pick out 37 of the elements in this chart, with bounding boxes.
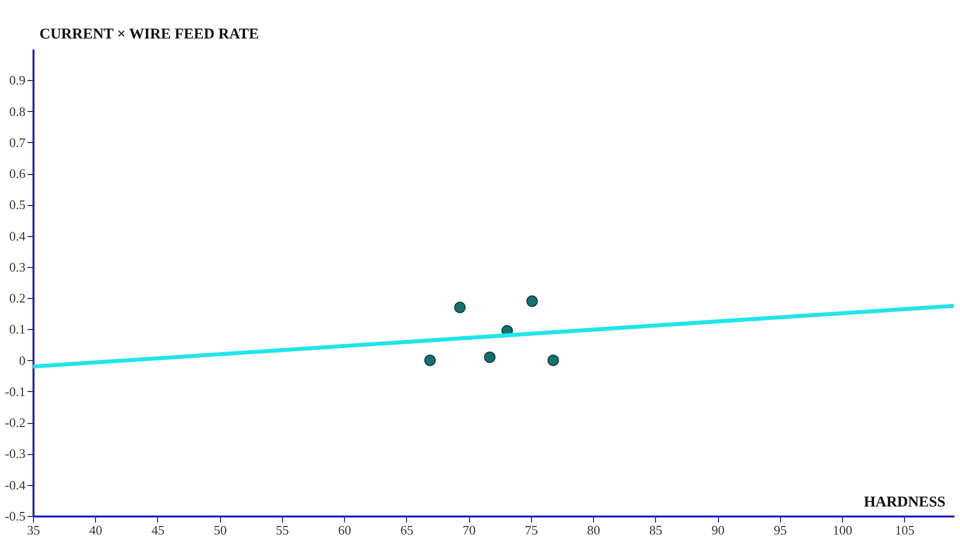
- x-tick-label: 70: [462, 522, 476, 538]
- y-tick-label: 0.8: [9, 104, 26, 119]
- x-tick-label: 60: [338, 522, 352, 538]
- y-tick-label: 0.3: [9, 259, 26, 274]
- y-tick-label: 0.7: [9, 134, 26, 150]
- x-tick-label: 105: [894, 522, 914, 538]
- x-tick-label: 40: [89, 522, 102, 538]
- y-tick-label: -0.2: [4, 415, 26, 430]
- x-tick-label: 90: [712, 522, 725, 538]
- point: [454, 302, 466, 314]
- point: [526, 295, 538, 307]
- x-tick-label: 55: [276, 522, 289, 538]
- point: [424, 354, 436, 366]
- point: [484, 351, 496, 363]
- y-tick-label: 0.5: [9, 197, 26, 212]
- x-tick-label: 85: [649, 522, 662, 538]
- y-tick-label: 0: [19, 352, 26, 368]
- y-tick-label: -0.4: [4, 477, 26, 492]
- x-tick-label: 100: [832, 522, 852, 538]
- y-tick-label: 0.2: [9, 290, 26, 306]
- x-tick-label: 95: [774, 522, 787, 538]
- x-tick-label: 45: [151, 522, 164, 538]
- x-tick-label: 50: [214, 522, 227, 538]
- point: [547, 354, 559, 366]
- x-axis-title: HARDNESS: [864, 494, 946, 510]
- y-tick-label: -0.1: [4, 384, 26, 399]
- y-tick-label: 0.9: [9, 72, 26, 88]
- x-tick-label: 65: [400, 522, 414, 538]
- y-tick-label: 0.4: [9, 228, 26, 244]
- y-tick-label: 0.6: [9, 166, 26, 182]
- y-tick-label: 0.1: [9, 322, 26, 337]
- x-tick-label: 35: [27, 522, 40, 538]
- y-tick-label: -0.5: [4, 508, 26, 524]
- y-axis-title: CURRENT × WIRE FEED RATE: [40, 26, 259, 42]
- x-tick-label: 80: [587, 522, 600, 538]
- y-tick-label: -0.3: [4, 446, 26, 462]
- x-tick-label: 75: [524, 522, 538, 538]
